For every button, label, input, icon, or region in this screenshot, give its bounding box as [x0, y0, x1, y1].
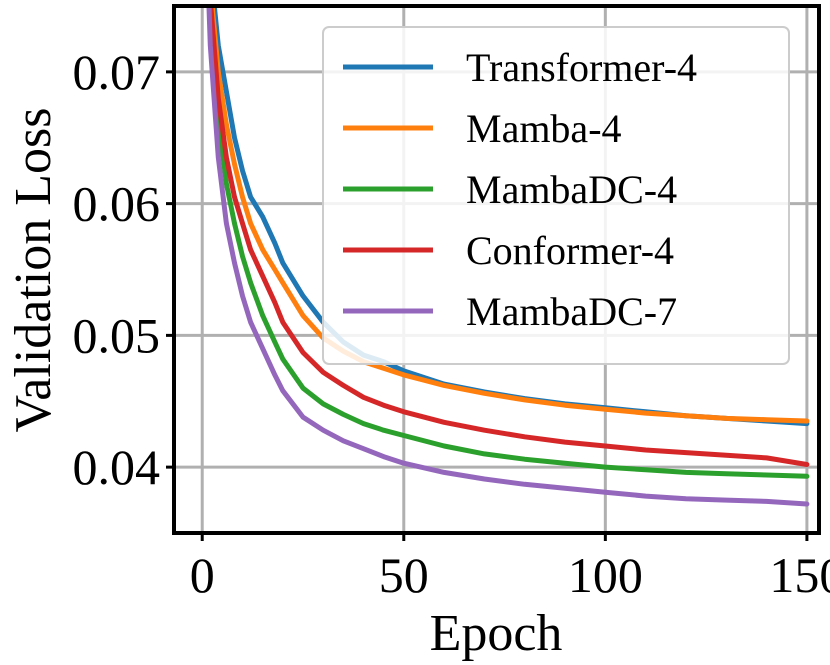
x-tick-label: 100 [568, 547, 643, 603]
legend-label: Mamba-4 [466, 106, 622, 151]
y-axis-title: Validation Loss [5, 108, 62, 433]
x-tick-label: 0 [190, 547, 215, 603]
series-line-mambadc-7 [206, 6, 810, 507]
legend: Transformer-4 Mamba-4 MambaDC-4 Conformer-4… [322, 26, 790, 365]
legend-label: Transformer-4 [466, 45, 697, 90]
y-tick-label: 0.07 [73, 44, 161, 100]
x-axis: 0 50 100 150 [190, 533, 830, 603]
y-tick-label: 0.04 [73, 439, 161, 495]
x-axis-title: Epoch [430, 605, 563, 662]
legend-label: Conformer-4 [466, 228, 674, 273]
legend-label: MambaDC-7 [466, 289, 677, 334]
y-tick-label: 0.05 [73, 307, 161, 363]
legend-box [322, 26, 790, 365]
plot-frame [172, 4, 821, 535]
y-tick-label: 0.06 [73, 176, 161, 232]
x-tick-label: 150 [769, 547, 830, 603]
series-line-conformer-4 [208, 6, 810, 467]
legend-label: MambaDC-4 [466, 167, 677, 212]
y-axis: 0.04 0.05 0.06 0.07 [73, 44, 174, 495]
x-tick-label: 50 [379, 547, 429, 603]
series-line-mambadc-4 [207, 6, 810, 479]
